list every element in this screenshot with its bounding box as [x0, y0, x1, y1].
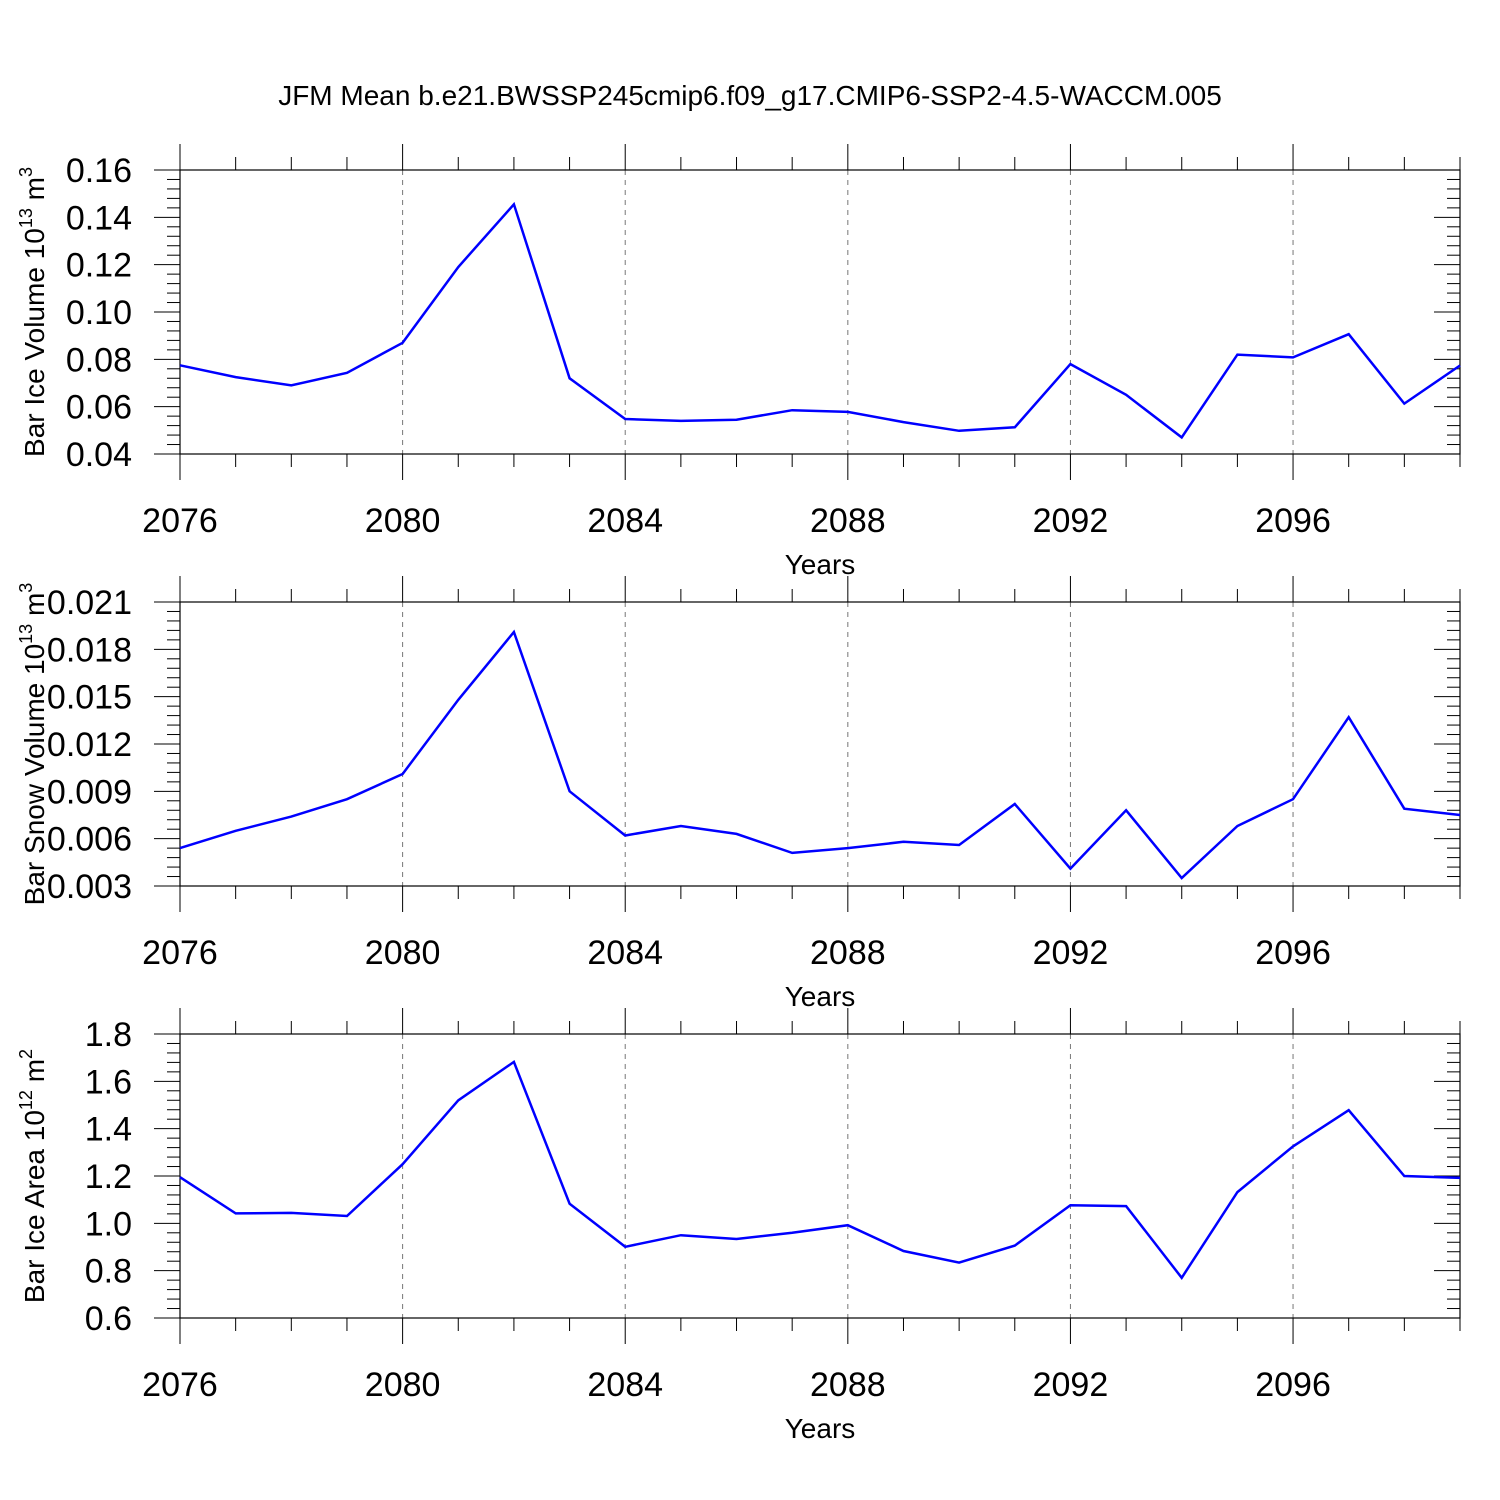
y-tick-label: 0.012 [47, 726, 132, 764]
y-tick-label: 0.08 [66, 341, 132, 379]
y-tick-label: 1.2 [85, 1158, 132, 1196]
panel-1: 0.04 0.06 0.08 0.10 0.12 0.14 0.16 2076 2080 2084… [16, 144, 1461, 580]
y-tick-label: 0.021 [47, 584, 132, 622]
y-tick-label: 1.8 [85, 1016, 132, 1054]
panel-2: 0.003 0.006 0.009 0.012 0.015 0.018 0.021 2076 2… [16, 576, 1461, 1012]
y-tick-label: 0.6 [85, 1300, 132, 1338]
y-tick-label: 0.06 [66, 389, 132, 427]
series-line [179, 629, 1461, 880]
x-axis-title: Years [785, 1413, 856, 1444]
panel-3: 0.6 0.8 1.0 1.2 1.4 1.6 1.8 2076 2080 2084 2088 209… [16, 1008, 1461, 1444]
y-axis-title: Bar Snow Volume 1013 m3 [16, 583, 50, 906]
x-tick-label: 2084 [587, 934, 663, 972]
plot-frame [179, 1033, 1461, 1319]
y-tick-label: 0.006 [47, 821, 132, 859]
y-tick-label: 0.8 [85, 1253, 132, 1291]
x-tick-label: 2092 [1033, 1366, 1109, 1404]
x-tick-label: 2096 [1255, 1366, 1331, 1404]
x-tick-label: 2084 [587, 1366, 663, 1404]
x-tick-label: 2076 [142, 502, 218, 540]
x-tick-label: 2088 [810, 1366, 886, 1404]
y-axis-title: Bar Ice Area 1012 m2 [16, 1049, 50, 1303]
y-axis-title: Bar Ice Volume 1013 m3 [16, 167, 50, 457]
x-tick-label: 2092 [1033, 934, 1109, 972]
x-tick-label: 2088 [810, 502, 886, 540]
x-tick-label: 2084 [587, 502, 663, 540]
x-tick-label: 2076 [142, 934, 218, 972]
x-tick-label: 2076 [142, 1366, 218, 1404]
plot-frame [179, 601, 1461, 887]
x-tick-label: 2080 [365, 502, 441, 540]
x-tick-label: 2096 [1255, 934, 1331, 972]
y-tick-label: 0.14 [66, 199, 132, 237]
x-tick-label: 2092 [1033, 502, 1109, 540]
x-tick-label: 2080 [365, 934, 441, 972]
y-tick-label: 1.4 [85, 1111, 132, 1149]
x-axis-title: Years [785, 981, 856, 1012]
y-tick-label: 0.10 [66, 294, 132, 332]
y-tick-label: 0.16 [66, 152, 132, 190]
y-tick-label: 0.009 [47, 773, 132, 811]
y-tick-label: 1.0 [85, 1205, 132, 1243]
y-tick-label: 1.6 [85, 1063, 132, 1101]
x-tick-label: 2096 [1255, 502, 1331, 540]
x-tick-label: 2080 [365, 1366, 441, 1404]
x-axis-title: Years [785, 549, 856, 580]
y-tick-label: 0.015 [47, 679, 132, 717]
y-tick-label: 0.12 [66, 247, 132, 285]
y-tick-label: 0.018 [47, 631, 132, 669]
y-tick-label: 0.003 [47, 868, 132, 906]
x-tick-label: 2088 [810, 934, 886, 972]
series-line [179, 1059, 1461, 1280]
figure-title: JFM Mean b.e21.BWSSP245cmip6.f09_g17.CMI… [278, 80, 1222, 111]
y-tick-label: 0.04 [66, 436, 132, 474]
series-line [179, 201, 1461, 440]
